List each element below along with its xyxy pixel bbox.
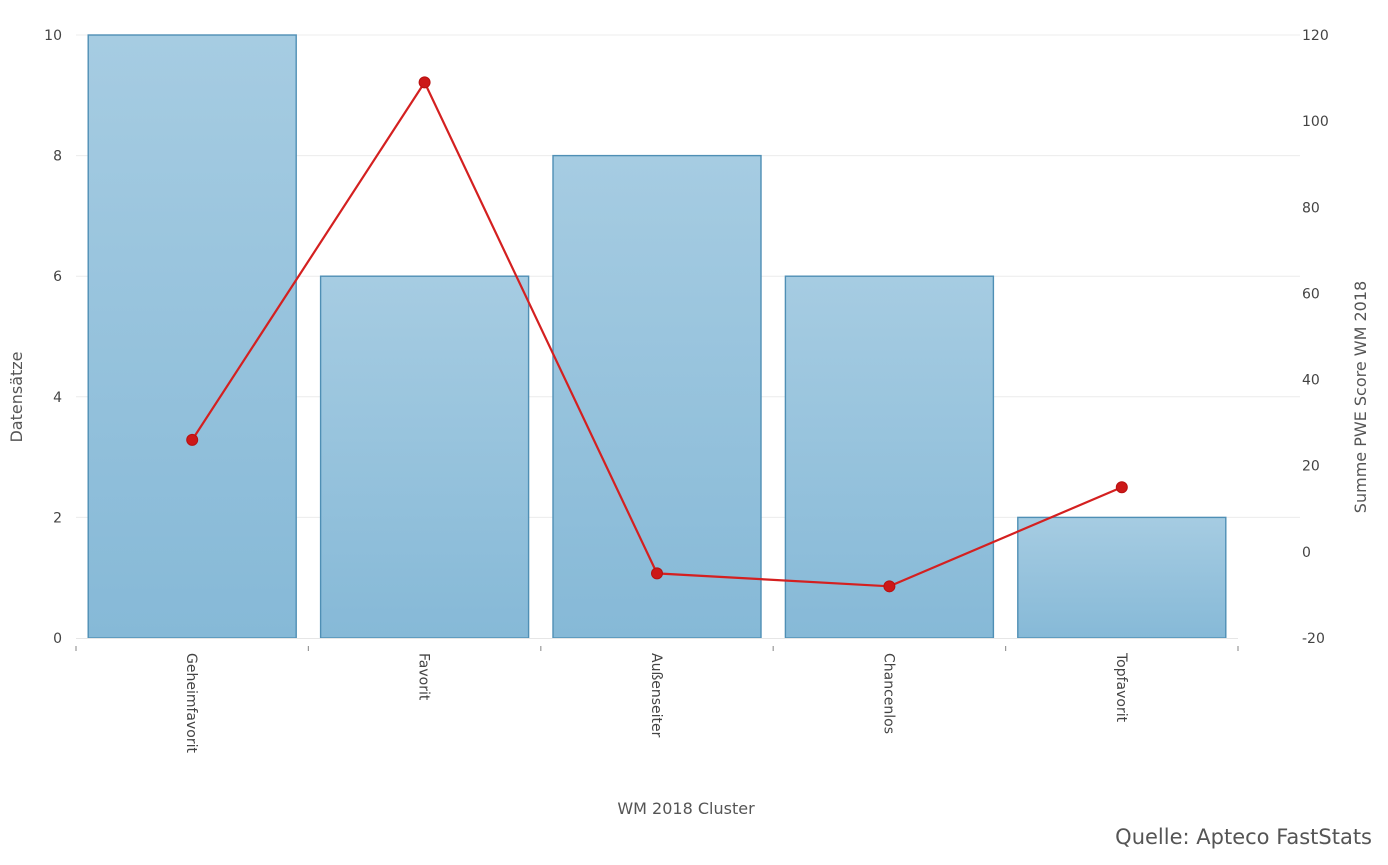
y-tick-label: 2 <box>53 510 62 526</box>
y2-tick-label: 120 <box>1302 28 1329 44</box>
x-tick-label: Geheimfavorit <box>183 653 199 753</box>
x-tick-label: Chancenlos <box>880 653 896 734</box>
y2-axis-title: Summe PWE Score WM 2018 <box>1351 281 1370 513</box>
line-series <box>186 76 1128 593</box>
y-tick-label: 6 <box>53 269 62 285</box>
bar <box>87 34 297 639</box>
y2-tick-label: -20 <box>1302 631 1325 647</box>
y2-tick-label: 40 <box>1302 373 1320 389</box>
x-tick-label: Topfavorit <box>1113 652 1129 723</box>
y-tick-label: 0 <box>53 631 62 647</box>
x-axis-title: WM 2018 Cluster <box>617 799 755 818</box>
y-tick-label: 4 <box>53 390 62 406</box>
axis-labels: Datensätze Summe PWE Score WM 2018 WM 20… <box>7 281 1370 818</box>
source-credit: Quelle: Apteco FastStats <box>1115 825 1372 849</box>
bar <box>1017 516 1227 639</box>
bar-series <box>87 34 1227 639</box>
bar <box>319 275 530 639</box>
y-tick-label: 10 <box>44 28 62 44</box>
y2-tick-label: 60 <box>1302 286 1320 302</box>
y2-tick-label: 100 <box>1302 114 1329 130</box>
y2-tick-label: 80 <box>1302 200 1320 216</box>
line-point <box>186 433 199 446</box>
bar <box>784 275 995 639</box>
bar <box>552 154 762 639</box>
axes: 0 2 4 6 8 10 -20 0 20 40 60 80 100 120 Geheimfavorit Fa… <box>44 28 1329 753</box>
line-point <box>418 76 431 89</box>
line-point <box>651 567 663 580</box>
line-point <box>883 580 896 593</box>
x-tick-label: Außenseiter <box>648 653 664 738</box>
y2-tick-label: 0 <box>1302 545 1311 561</box>
line-point <box>1115 481 1128 494</box>
x-tick-label: Favorit <box>416 653 432 701</box>
y-tick-label: 8 <box>53 149 62 165</box>
y-axis-title: Datensätze <box>7 351 26 442</box>
y2-tick-label: 20 <box>1302 459 1320 475</box>
